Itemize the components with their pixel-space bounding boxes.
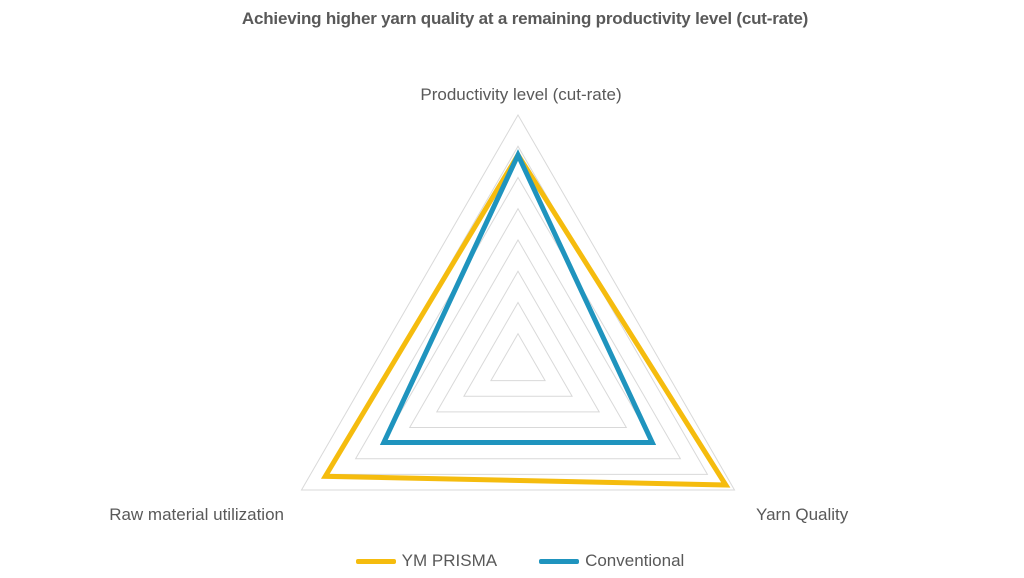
chart-title: Achieving higher yarn quality at a remai… xyxy=(241,9,809,28)
legend-label-ym-prisma: YM PRISMA xyxy=(401,551,498,570)
series-line-ym-prisma xyxy=(320,150,731,488)
grid-ring-5 xyxy=(381,207,655,444)
legend-item-ym-prisma: YM PRISMA xyxy=(355,551,498,571)
grid-ring-7 xyxy=(327,145,709,475)
grid-ring-1 xyxy=(490,332,546,382)
grid-ring-8 xyxy=(300,113,736,491)
grid-ring-2 xyxy=(463,301,573,397)
radar-series xyxy=(320,149,731,488)
legend-swatch-ym-prisma xyxy=(355,558,396,564)
axis-label-productivity: Productivity level (cut-rate) xyxy=(420,85,621,104)
axis-label-raw-material: Raw material utilization xyxy=(109,505,284,524)
radar-grid xyxy=(300,113,736,491)
grid-ring-3 xyxy=(435,270,601,413)
legend-item-conventional: Conventional xyxy=(539,551,684,571)
legend-label-conventional: Conventional xyxy=(585,551,685,570)
series-line-conventional xyxy=(379,149,657,445)
grid-ring-4 xyxy=(408,239,628,428)
legend-swatch-conventional xyxy=(539,558,580,564)
chart-legend: YM PRISMA Conventional xyxy=(0,551,1024,571)
grid-ring-6 xyxy=(354,176,682,460)
axis-label-yarn-quality: Yarn Quality xyxy=(756,505,849,524)
